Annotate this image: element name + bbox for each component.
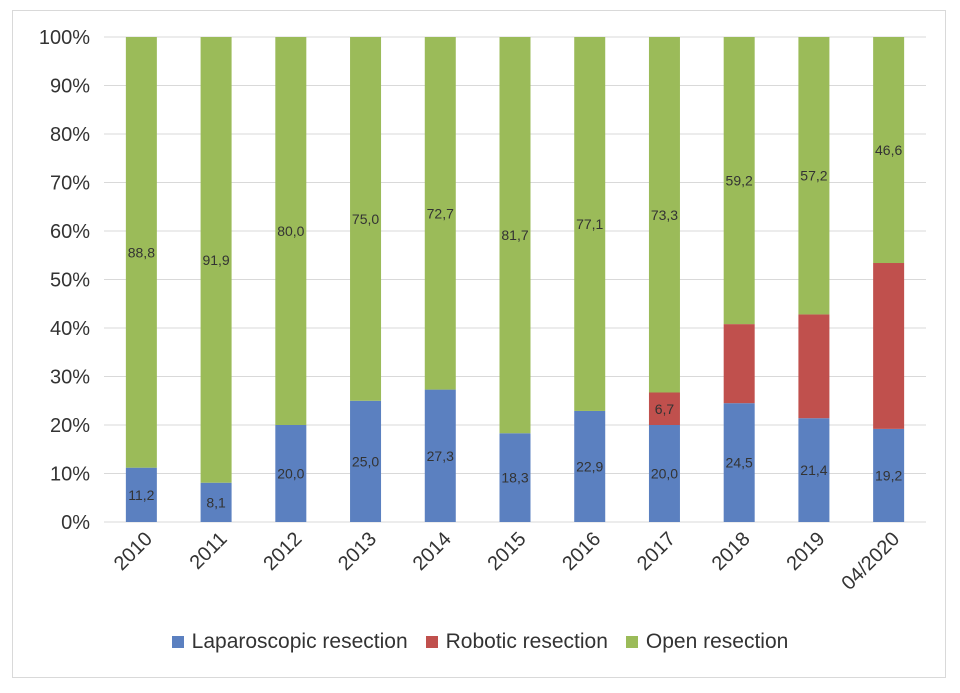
y-tick-label: 70% — [50, 173, 90, 195]
bar-segment — [499, 433, 531, 522]
data-label: 22,9 — [576, 458, 603, 474]
bar-segment — [125, 467, 157, 522]
y-tick-label: 0% — [61, 512, 90, 534]
y-tick-label: 40% — [50, 318, 90, 340]
data-label: 19,2 — [875, 467, 902, 483]
data-label: 6,7 — [655, 401, 675, 417]
data-label: 46,6 — [875, 142, 902, 158]
bar-segment — [275, 425, 307, 522]
legend-swatch-open — [625, 636, 638, 648]
data-label: 88,8 — [128, 244, 155, 260]
x-tick-label: 2015 — [484, 528, 531, 575]
data-label: 20,0 — [277, 466, 304, 482]
bar-segment — [574, 410, 606, 522]
data-label: 20,0 — [651, 466, 678, 482]
data-label: 75,0 — [352, 211, 379, 227]
data-label: 77,1 — [576, 216, 603, 232]
x-tick-label: 04/2020 — [837, 528, 904, 595]
data-label: 57,2 — [800, 168, 827, 184]
bar-segment — [424, 389, 456, 522]
bar-segment — [275, 37, 307, 425]
data-label: 25,0 — [352, 453, 379, 469]
data-label: 24,5 — [726, 455, 753, 471]
bar-segment — [424, 37, 456, 390]
y-tick-label: 100% — [39, 27, 90, 49]
x-tick-label: 2012 — [259, 528, 306, 575]
y-tick-label: 60% — [50, 221, 90, 243]
data-label: 59,2 — [726, 173, 753, 189]
legend-label-laparoscopic: Laparoscopic resection — [191, 630, 408, 653]
bar-segment — [723, 37, 755, 325]
bar-segment — [648, 392, 680, 425]
legend-item-laparoscopic: Laparoscopic resection — [171, 630, 408, 654]
x-tick-label: 2010 — [110, 528, 157, 575]
bar-segment — [798, 418, 830, 522]
data-label: 27,3 — [427, 448, 454, 464]
bar-segment — [723, 324, 755, 404]
bar-segment — [125, 37, 157, 468]
legend-item-open: Open resection — [625, 630, 789, 654]
x-tick-label: 2018 — [708, 528, 755, 575]
y-tick-label: 30% — [50, 367, 90, 389]
legend-item-robotic: Robotic resection — [425, 630, 608, 654]
x-tick-label: 2017 — [633, 528, 680, 575]
chart-frame — [12, 10, 946, 678]
x-tick-label: 2019 — [782, 528, 829, 575]
data-label: 8,1 — [206, 494, 226, 510]
data-label: 80,0 — [277, 223, 304, 239]
y-tick-label: 90% — [50, 76, 90, 98]
data-label: 21,4 — [800, 462, 827, 478]
bar-segment — [350, 400, 382, 522]
y-tick-label: 10% — [50, 464, 90, 486]
data-label: 11,2 — [128, 487, 154, 503]
bar-segment — [648, 37, 680, 393]
legend-swatch-robotic — [425, 636, 438, 648]
bar-segment — [200, 482, 232, 522]
bar-segment — [798, 314, 830, 419]
x-tick-label: 2014 — [409, 528, 456, 575]
bar-segment — [499, 37, 531, 434]
bar-segment — [648, 425, 680, 522]
data-label: 18,3 — [501, 470, 528, 486]
x-tick-label: 2016 — [558, 528, 605, 575]
legend-swatch-laparoscopic — [171, 636, 184, 648]
bar-segment — [723, 403, 755, 522]
x-tick-label: 2011 — [186, 528, 232, 574]
legend-label-open: Open resection — [645, 630, 789, 653]
bar-segment — [873, 37, 905, 264]
y-tick-label: 80% — [50, 124, 90, 146]
legend: Laparoscopic resection Robotic resection… — [0, 630, 960, 654]
bar-segment — [873, 263, 905, 429]
y-tick-label: 20% — [50, 415, 90, 437]
bar-segment — [798, 37, 830, 315]
x-tick-label: 2013 — [334, 528, 381, 575]
legend-label-robotic: Robotic resection — [445, 630, 608, 653]
bar-segment — [200, 37, 232, 483]
data-label: 81,7 — [501, 227, 528, 243]
data-label: 73,3 — [651, 207, 678, 223]
y-tick-label: 50% — [50, 270, 90, 292]
bar-segment — [873, 428, 905, 522]
data-label: 91,9 — [202, 252, 229, 268]
bar-segment — [350, 37, 382, 401]
data-label: 72,7 — [427, 205, 454, 221]
bar-segment — [574, 37, 606, 411]
